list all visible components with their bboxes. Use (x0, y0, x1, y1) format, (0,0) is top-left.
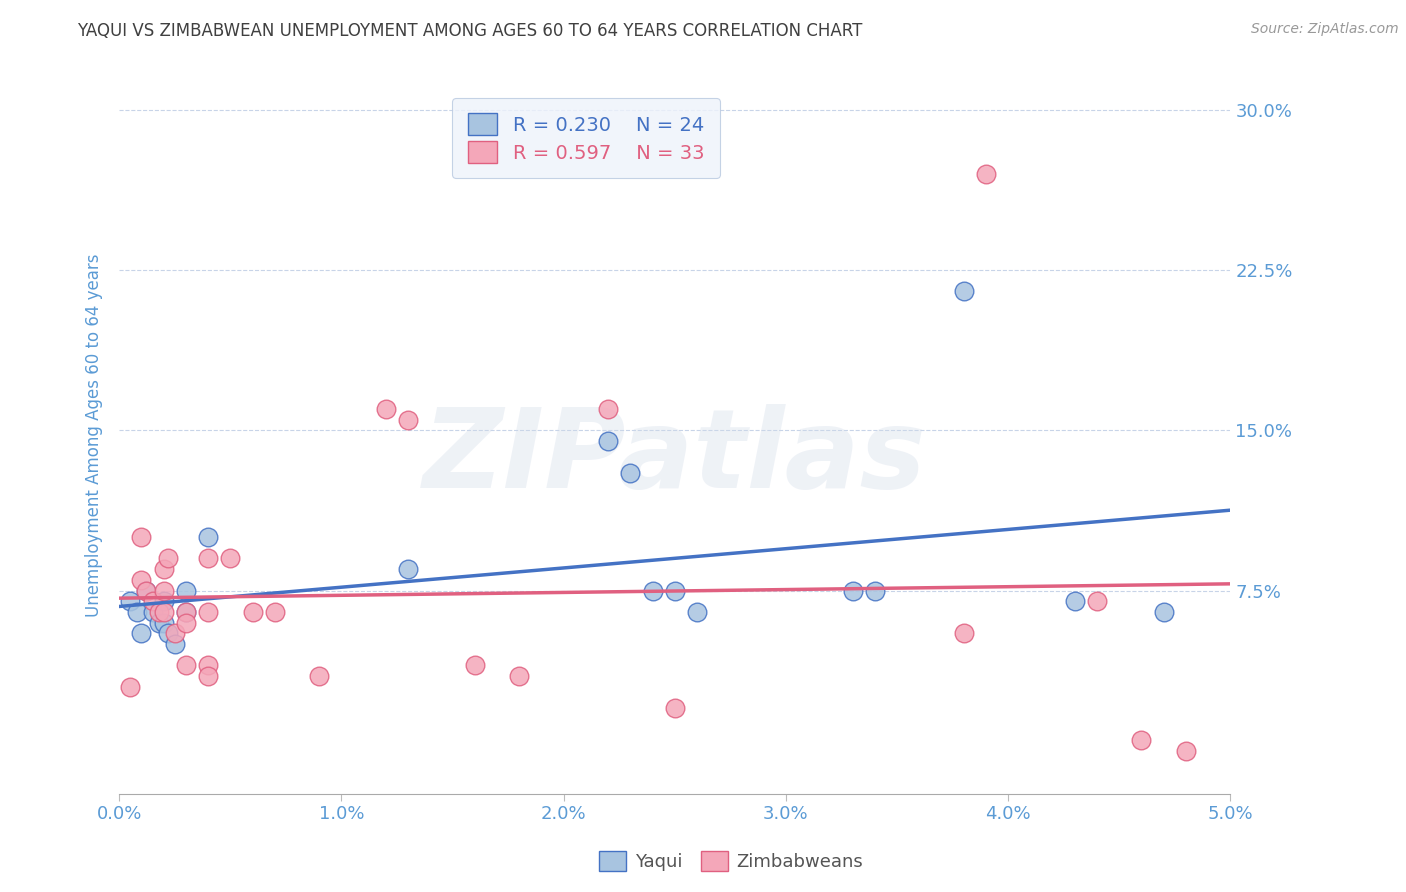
Point (197, 658, 219, 673)
Point (174, 615, 197, 630)
Point (308, 669, 330, 683)
Point (131, 530, 153, 544)
Point (1063, 594, 1085, 608)
Point (863, 583, 886, 598)
Point (120, 680, 142, 694)
Point (157, 551, 180, 566)
Point (1085, 594, 1108, 608)
Point (1130, 733, 1153, 747)
Point (135, 583, 157, 598)
Point (148, 605, 170, 619)
Point (152, 615, 174, 630)
Point (396, 412, 419, 426)
Point (163, 637, 186, 651)
Point (686, 605, 709, 619)
Text: ZIPatlas: ZIPatlas (423, 403, 927, 510)
Point (152, 583, 174, 598)
Text: YAQUI VS ZIMBABWEAN UNEMPLOYMENT AMONG AGES 60 TO 64 YEARS CORRELATION CHART: YAQUI VS ZIMBABWEAN UNEMPLOYMENT AMONG A… (77, 22, 863, 40)
Point (142, 605, 165, 619)
Point (174, 605, 197, 619)
Point (197, 669, 219, 683)
Point (163, 626, 186, 640)
Point (464, 658, 486, 673)
Point (598, 434, 620, 448)
Point (263, 605, 285, 619)
Point (157, 626, 180, 640)
Point (952, 285, 974, 299)
Point (396, 562, 419, 576)
Point (197, 530, 219, 544)
Point (374, 401, 396, 416)
Legend: Yaqui, Zimbabweans: Yaqui, Zimbabweans (592, 844, 870, 879)
Point (664, 701, 686, 715)
Point (619, 466, 641, 480)
Point (152, 594, 174, 608)
Point (152, 562, 174, 576)
Point (841, 583, 863, 598)
Point (974, 167, 997, 181)
Point (1174, 744, 1197, 758)
Point (135, 583, 157, 598)
Point (242, 605, 264, 619)
Point (174, 583, 197, 598)
Point (1153, 605, 1175, 619)
Point (952, 626, 974, 640)
Point (131, 626, 153, 640)
Point (197, 605, 219, 619)
Text: Source: ZipAtlas.com: Source: ZipAtlas.com (1251, 22, 1399, 37)
Point (142, 594, 165, 608)
Point (664, 583, 686, 598)
Point (120, 594, 142, 608)
Point (174, 658, 197, 673)
Point (197, 551, 219, 566)
Point (152, 605, 174, 619)
Y-axis label: Unemployment Among Ages 60 to 64 years: Unemployment Among Ages 60 to 64 years (86, 254, 103, 617)
Legend: R = 0.230    N = 24, R = 0.597    N = 33: R = 0.230 N = 24, R = 0.597 N = 33 (453, 98, 720, 178)
Point (174, 605, 197, 619)
Point (508, 669, 530, 683)
Point (641, 583, 664, 598)
Point (131, 573, 153, 587)
Point (148, 615, 170, 630)
Point (219, 551, 242, 566)
Point (125, 605, 148, 619)
Point (598, 401, 620, 416)
